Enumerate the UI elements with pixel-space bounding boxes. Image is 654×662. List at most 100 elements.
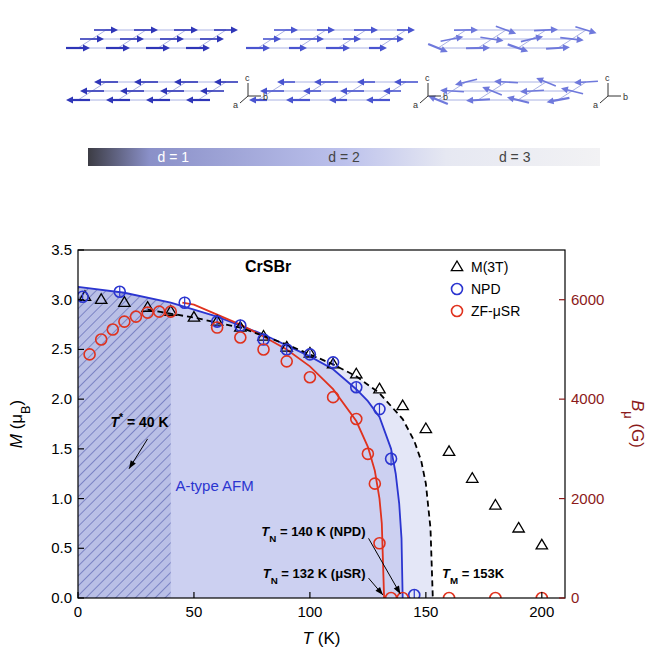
lattice-line [478,30,506,48]
lattice-line [378,30,406,48]
error-bar [240,320,241,332]
y-tick-label: 0.0 [51,589,72,606]
spin-arrow-head [440,46,448,52]
y-tick [78,349,84,350]
annotation: A-type AFM [175,477,253,494]
spin-arrow-head [357,79,364,86]
data-point [235,320,246,331]
data-point [386,593,397,599]
legend-label: ZF-μSR [471,303,520,319]
y-tick-label: 1.5 [51,440,72,457]
series [84,306,547,598]
lattice-line [118,30,146,48]
spin-arrow-head [547,97,555,104]
axis-triad-label: a [593,100,598,110]
text-part: N [269,533,276,544]
x-tick-label: 100 [297,603,322,620]
lattice-line [106,82,226,83]
text-part: M [450,575,458,586]
legend-marker [452,306,463,317]
data-point [130,311,141,322]
fit-line [182,303,384,598]
lattice-line [338,82,366,100]
lattice-line [272,91,392,92]
spin-arrow-head [563,44,570,51]
legend-marker [452,284,463,295]
spin-arrow-head [521,46,529,53]
lattice-line [438,30,466,48]
x-tick-label: 50 [186,603,203,620]
spin-arrow-head [214,79,221,86]
lattice-line [258,100,378,101]
spin-arrow-head [455,80,463,87]
x-tick-label: 150 [413,603,438,620]
y-tick [78,498,84,499]
x-tick [309,592,310,598]
y2-tick [559,498,565,499]
spin-arrow-head [66,97,73,104]
text-part: = 140 K (NPD) [276,524,365,539]
axis-triad [428,83,429,96]
spin-arrow-head [354,36,361,43]
text-part: (G) [628,419,647,448]
axis-triad [600,96,608,103]
data-point [188,312,199,322]
spin-arrow-head [520,88,527,95]
y2-tick [559,597,565,598]
data-point [374,404,385,415]
lattice-line [78,100,198,101]
series [79,291,547,549]
axis-triad [608,96,621,97]
error-bar [379,403,380,415]
annotation: T* = 40 K [110,411,168,430]
spin-arrow-head [203,45,210,52]
text-part: B [628,400,647,411]
lattice-line [518,82,546,100]
y-axis-title: M (μB) [7,400,33,449]
data-point [351,414,362,425]
legend-label: M(3T) [471,259,508,275]
y2-axis-title: Bμ (G) [622,400,648,448]
spin-arrow-head [483,44,490,51]
lattice-line [258,48,378,49]
data-point [328,392,339,403]
x-tick [77,592,78,598]
y-tick-label: 3.5 [51,241,72,258]
annotation: CrSBr [245,258,291,275]
spin-arrow-head [120,88,127,95]
spin-arrow-head [146,97,153,104]
y-tick [78,249,84,250]
text-part: (K) [313,629,340,648]
lattice-line [558,30,586,48]
axis-triad [248,83,249,96]
data-point [95,294,106,304]
spin-arrow-head [111,27,118,34]
spin-arrow-head [94,79,101,86]
data-point [362,448,373,459]
spin-arrow-head [456,35,464,42]
error-bar [309,350,310,358]
spin-arrow-head [536,77,544,83]
y-tick-label: 2.0 [51,390,72,407]
lattice-line [78,48,198,49]
spin-arrow-head [231,27,238,34]
x-axis-title: T (K) [303,629,341,648]
spin-arrow-head [277,79,284,86]
lattice-line [286,82,406,83]
spin-arrow-head [329,97,336,104]
annotation: TN = 132 K (μSR) [263,566,366,586]
axis-triad-label: a [233,100,238,110]
y-tick-label: 2.5 [51,340,72,357]
lattice-line [298,30,326,48]
axes: 0501001502000.00.51.01.52.02.53.03.50200… [51,241,604,620]
spin-arrow-head [314,79,321,86]
axis-triad-label: c [245,73,250,83]
fit-line [148,310,433,598]
spin-arrow-head [383,88,390,95]
data-point [409,590,420,598]
lattice-line [158,30,186,48]
spin-arrow-head [134,79,141,86]
axis-triad-label: a [413,100,418,110]
y2-tick [559,299,565,300]
spin-arrow-head [471,26,478,33]
